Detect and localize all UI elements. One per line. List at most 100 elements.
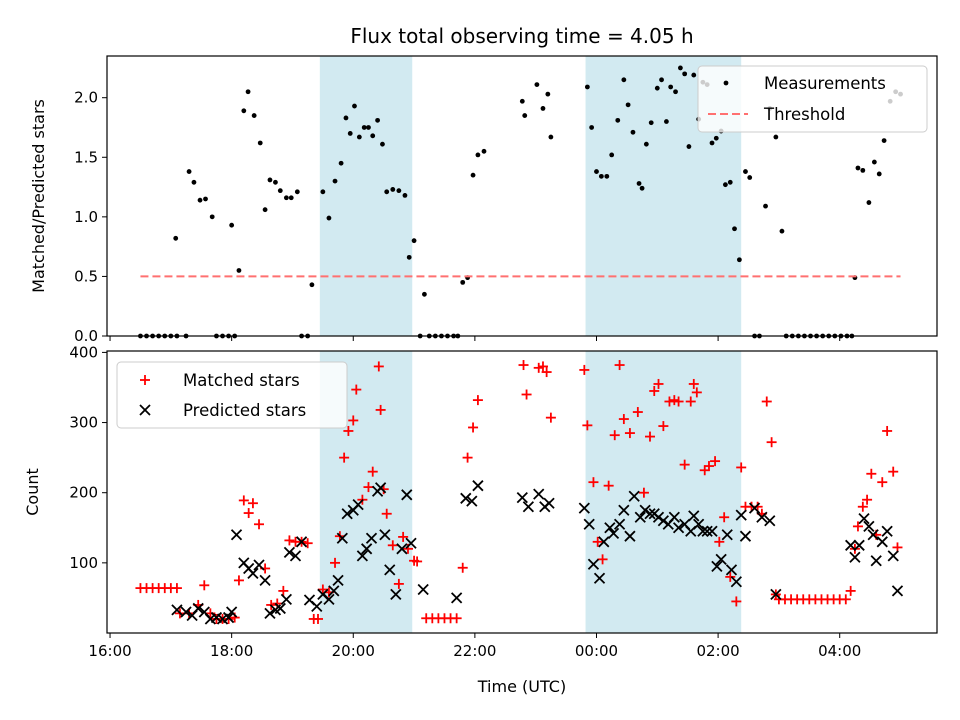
x-tick-label: 20:00 <box>332 642 375 660</box>
predicted-star-point <box>725 564 738 576</box>
bottom-axes-frame <box>106 350 938 634</box>
measurement-point <box>732 226 737 232</box>
predicted-star-point <box>870 555 882 567</box>
top-y-tick-label: 2.0 <box>74 89 98 107</box>
matched-star-point <box>638 487 649 498</box>
measurement-point <box>860 167 866 173</box>
predicted-star-point <box>593 572 606 584</box>
matched-star-point <box>351 384 362 395</box>
measurement-point <box>871 159 877 165</box>
matched-star-point <box>592 536 603 547</box>
measurement-point <box>288 195 294 201</box>
measurement-point <box>366 125 371 130</box>
matched-star-point <box>367 466 378 477</box>
top-x-ticks <box>109 336 841 341</box>
predicted-star-point <box>849 551 861 563</box>
predicted-star-point <box>274 602 286 615</box>
predicted-star-point <box>328 585 340 597</box>
matched-star-point <box>472 395 483 406</box>
measurement-point <box>229 222 235 228</box>
measurement-point <box>402 193 408 198</box>
predicted-star-point <box>259 574 271 587</box>
matched-star-point <box>330 557 341 568</box>
legend-measurements-marker <box>723 80 729 86</box>
matched-star-point <box>171 583 182 594</box>
x-tick-label: 18:00 <box>210 642 253 660</box>
matched-star-point <box>766 437 777 448</box>
predicted-star-point <box>891 585 904 597</box>
bot-y-tick-label: 400 <box>69 343 98 361</box>
predicted-star-point <box>401 489 413 501</box>
matched-star-point <box>521 389 532 400</box>
matched-star-point <box>669 395 680 406</box>
top-y-tick-label: 1.0 <box>74 208 98 226</box>
measurement-point <box>197 197 203 203</box>
predicted-star-point <box>721 529 733 541</box>
measurement-point <box>251 113 257 118</box>
predicted-star-point <box>283 546 296 558</box>
predicted-star-point <box>881 525 893 537</box>
predicted-star-point <box>711 560 723 572</box>
top-y-tick-label: 1.5 <box>74 148 98 166</box>
predicted-star-point <box>697 525 709 537</box>
legend-label: Measurements <box>764 74 886 93</box>
predicted-star-point <box>634 511 646 523</box>
predicted-star-point <box>607 527 620 540</box>
measurement-point <box>309 282 315 288</box>
top-legend: Measurements Threshold <box>697 65 928 133</box>
predicted-star-point <box>863 520 875 533</box>
predicted-star-point <box>867 529 879 541</box>
matched-star-point <box>658 421 669 432</box>
matched-star-point <box>284 535 295 546</box>
matched-star-point <box>348 415 359 426</box>
matched-star-point <box>451 613 462 624</box>
matched-star-point <box>312 613 323 624</box>
predicted-star-point <box>450 592 463 604</box>
measurement-point <box>609 152 615 158</box>
predicted-star-point <box>644 508 656 520</box>
measurement-point <box>338 160 344 166</box>
predicted-star-point <box>688 510 700 522</box>
matched-star-point <box>731 596 742 607</box>
matched-star-point <box>343 425 354 436</box>
predicted-star-point <box>739 530 752 542</box>
matched-star-point <box>691 387 702 398</box>
predicted-star-point <box>693 518 705 530</box>
x-tick-label: 16:00 <box>88 642 131 660</box>
predicted-star-point <box>618 504 630 516</box>
measurement-point <box>659 77 664 83</box>
matched-star-point <box>254 519 265 530</box>
predicted-star-point <box>417 583 429 596</box>
matched-star-point <box>673 396 684 407</box>
measurement-point <box>475 152 481 158</box>
predicted-star-point <box>735 509 747 521</box>
measurement-point <box>390 187 396 192</box>
measurement-point <box>664 119 669 124</box>
matched-star-point <box>866 468 877 479</box>
measurement-point <box>356 134 362 140</box>
predicted-star-point <box>770 588 782 601</box>
matched-star-point <box>888 466 899 477</box>
x-tick-label: 00:00 <box>575 642 618 660</box>
matched-star-point <box>233 575 244 586</box>
matched-star-point <box>238 495 249 506</box>
predicted-star-point <box>295 536 308 548</box>
predicted-star-point <box>323 593 335 605</box>
measurement-point <box>534 82 540 87</box>
matched-star-point <box>710 456 721 467</box>
predicted-star-point <box>756 511 768 523</box>
predicted-star-point <box>253 559 265 571</box>
predicted-star-point <box>587 558 600 570</box>
measurement-point <box>540 106 546 111</box>
matched-star-point <box>387 540 398 551</box>
predicted-star-point <box>396 543 408 555</box>
predicted-star-point <box>672 522 685 534</box>
matched-star-point <box>840 594 851 605</box>
predicted-star-point <box>264 607 276 619</box>
predicted-star-point <box>332 574 344 587</box>
matched-star-point <box>609 430 620 441</box>
measurement-point <box>236 268 242 273</box>
measurement-point <box>519 98 525 104</box>
measurement-point <box>245 89 251 95</box>
measurement-point <box>709 140 715 146</box>
